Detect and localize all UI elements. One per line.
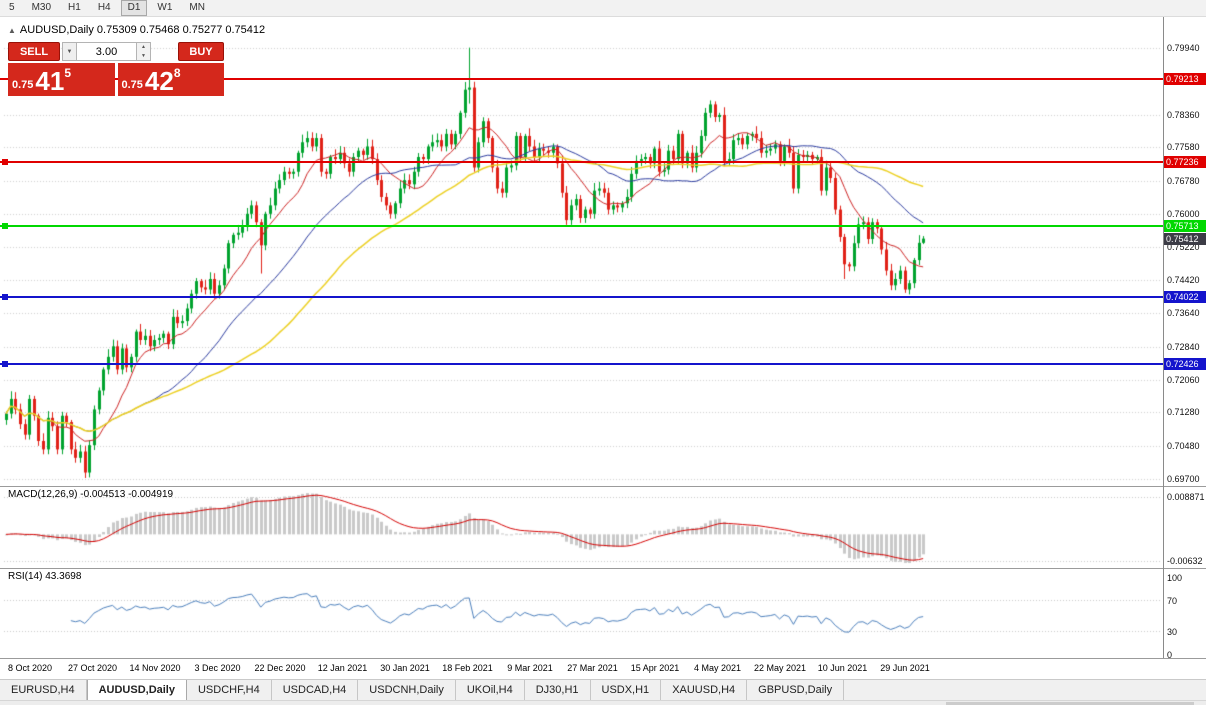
rsi-axis-label: 0 (1167, 650, 1173, 660)
horizontal-line-0.72426[interactable] (0, 363, 1163, 366)
chart-ohlc-text: AUDUSD,Daily 0.75309 0.75468 0.75277 0.7… (19, 24, 266, 36)
date-axis-label: 4 May 2021 (693, 663, 742, 673)
chart-tab-usdx-h1[interactable]: USDX,H1 (591, 680, 662, 700)
line-anchor-marker[interactable] (2, 222, 8, 229)
chart-tab-usdcnh-daily[interactable]: USDCNH,Daily (358, 680, 456, 700)
buy-price-display[interactable]: 0.75 42 8 (117, 63, 224, 96)
rsi-axis-label: 70 (1167, 596, 1178, 607)
price-axis-border (1163, 17, 1164, 658)
date-axis-label: 3 Dec 2020 (194, 663, 241, 673)
volume-dropdown-icon[interactable] (62, 42, 77, 61)
horizontal-scrollbar[interactable] (0, 700, 1206, 705)
date-axis-label: 30 Jan 2021 (380, 663, 430, 673)
date-axis-label: 27 Mar 2021 (567, 663, 618, 673)
pane-divider-rsi[interactable] (0, 568, 1206, 569)
price-axis-label: 0.71280 (1167, 407, 1200, 418)
volume-decrease-icon[interactable] (137, 51, 150, 60)
current-price-tag: 0.75412 (1164, 232, 1206, 245)
chart-tab-usdcad-h4[interactable]: USDCAD,H4 (272, 680, 359, 700)
line-anchor-marker[interactable] (2, 158, 8, 165)
horizontal-line-0.77236[interactable] (0, 160, 1163, 163)
one-click-trading-panel: SELL BUY 0.75 41 5 0.75 42 8 (8, 42, 224, 96)
date-axis-label: 27 Oct 2020 (67, 663, 118, 673)
period-button-h1[interactable]: H1 (68, 2, 81, 13)
volume-increase-icon[interactable] (137, 43, 150, 52)
chart-tab-usdchf-h4[interactable]: USDCHF,H4 (187, 680, 272, 700)
scrollbar-thumb[interactable] (946, 702, 1194, 705)
buy-price-prefix: 0.75 (121, 79, 143, 91)
sell-button[interactable]: SELL (8, 42, 60, 61)
date-axis-label: 22 May 2021 (753, 663, 807, 673)
pane-divider-macd[interactable] (0, 486, 1206, 487)
chart-tab-bar: EURUSD,H4 AUDUSD,Daily USDCHF,H4 USDCAD,H4 U… (0, 679, 1206, 700)
price-axis-label: 0.69700 (1167, 473, 1200, 484)
price-axis-label: 0.70480 (1167, 441, 1200, 452)
price-tag-0.79213[interactable]: 0.79213 (1164, 72, 1206, 85)
chart-tab-audusd-daily[interactable]: AUDUSD,Daily (86, 680, 187, 700)
period-button-mn[interactable]: MN (189, 2, 205, 13)
trade-buttons-row: SELL BUY (8, 42, 224, 61)
date-axis-label: 18 Feb 2021 (442, 663, 493, 673)
pane-divider-time-axis (0, 658, 1206, 659)
sell-price-pips: 41 (35, 66, 65, 96)
price-axis-label: 0.78360 (1167, 109, 1200, 120)
timeframe-toolbar: 5 M30 H1 H4 D1 W1 MN (0, 0, 1206, 17)
chart-tab-eurusd-h4[interactable]: EURUSD,H4 (0, 680, 87, 700)
price-tag-0.74022[interactable]: 0.74022 (1164, 291, 1206, 303)
chart-tab-gbpusd-daily[interactable]: GBPUSD,Daily (747, 680, 845, 700)
price-axis-label: 0.74420 (1167, 275, 1200, 286)
price-axis-label: 0.76780 (1167, 175, 1200, 186)
date-axis-label: 15 Apr 2021 (630, 663, 680, 673)
line-anchor-marker[interactable] (2, 294, 8, 300)
price-axis-label: 0.76000 (1167, 208, 1200, 219)
sell-price-point: 5 (64, 66, 72, 80)
macd-axis-label: -0.00632 (1167, 556, 1203, 566)
chart-ohlc-header: AUDUSD,Daily 0.75309 0.75468 0.75277 0.7… (8, 24, 265, 36)
price-axis-label: 0.72840 (1167, 341, 1200, 352)
trade-quotes-row: 0.75 41 5 0.75 42 8 (8, 63, 224, 96)
date-axis-label: 9 Mar 2021 (507, 663, 553, 673)
line-anchor-marker[interactable] (2, 361, 8, 368)
chart-tab-xauusd-h4[interactable]: XAUUSD,H4 (661, 680, 748, 700)
horizontal-line-0.79213[interactable] (0, 77, 1163, 80)
rsi-axis-label: 100 (1167, 573, 1183, 583)
price-axis-label: 0.72060 (1167, 374, 1200, 385)
date-axis-label: 8 Oct 2020 (7, 663, 53, 673)
volume-input[interactable] (77, 42, 137, 61)
price-axis-label: 0.79940 (1167, 43, 1200, 54)
buy-button[interactable]: BUY (178, 42, 224, 61)
sell-price-prefix: 0.75 (12, 79, 34, 91)
date-axis-label: 14 Nov 2020 (129, 663, 181, 673)
horizontal-line-0.75713[interactable] (0, 224, 1163, 227)
date-axis-label: 29 Jun 2021 (880, 663, 930, 673)
macd-axis-label: 0.008871 (1167, 492, 1205, 502)
buy-price-pips: 42 (144, 66, 174, 96)
period-button-d1[interactable]: D1 (120, 0, 148, 16)
period-button-5[interactable]: 5 (9, 2, 15, 13)
price-tag-0.72426[interactable]: 0.72426 (1164, 358, 1206, 371)
price-axis-label: 0.73640 (1167, 308, 1200, 319)
price-axis-label: 0.77580 (1167, 142, 1200, 153)
one-click-collapse-icon[interactable] (8, 24, 20, 36)
date-axis-label: 22 Dec 2020 (254, 663, 306, 673)
rsi-axis-label: 30 (1167, 626, 1178, 637)
chart-tab-ukoil-h4[interactable]: UKOil,H4 (456, 680, 525, 700)
rsi-indicator-label: RSI(14) 43.3698 (8, 571, 82, 582)
period-button-w1[interactable]: W1 (157, 2, 173, 13)
buy-price-point: 8 (173, 66, 181, 80)
macd-indicator-label: MACD(12,26,9) -0.004513 -0.004919 (8, 489, 174, 500)
price-axis-label: 0.75220 (1167, 241, 1200, 252)
period-button-h4[interactable]: H4 (97, 2, 111, 13)
date-axis-label: 10 Jun 2021 (817, 663, 868, 673)
period-button-m30[interactable]: M30 (31, 2, 52, 13)
price-tag-0.77236[interactable]: 0.77236 (1164, 155, 1206, 168)
price-tag-0.75713[interactable]: 0.75713 (1164, 219, 1206, 232)
volume-stepper[interactable] (137, 42, 151, 61)
chart-tab-dj30-h1[interactable]: DJ30,H1 (525, 680, 591, 700)
sell-price-display[interactable]: 0.75 41 5 (8, 63, 115, 96)
horizontal-line-0.74022[interactable] (0, 296, 1163, 298)
date-axis-label: 12 Jan 2021 (317, 663, 368, 673)
